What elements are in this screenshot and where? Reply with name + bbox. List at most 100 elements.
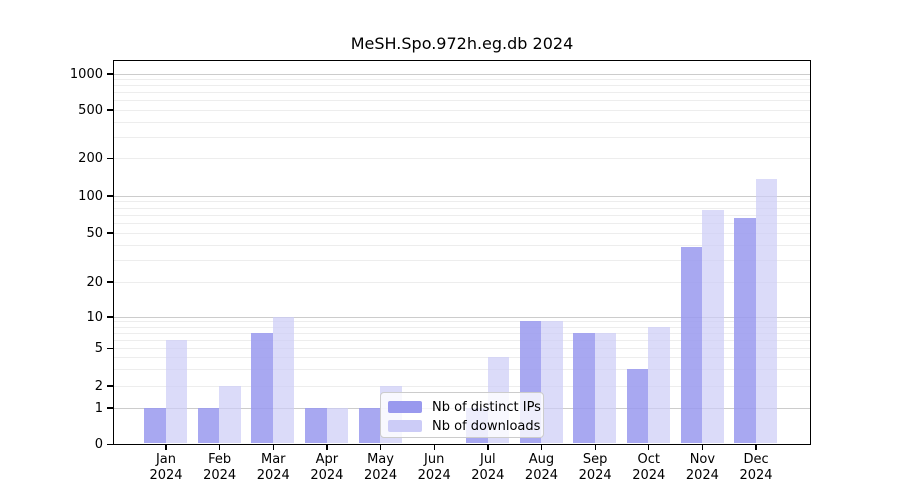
bar-downloads <box>702 209 724 443</box>
gridline-minor <box>114 121 810 123</box>
gridline-minor <box>114 214 810 216</box>
gridline-minor <box>114 357 810 359</box>
gridline-minor <box>114 348 810 350</box>
gridline-minor <box>114 369 810 371</box>
bar-downloads <box>648 326 670 443</box>
chart-title: MeSH.Spo.972h.eg.db 2024 <box>350 34 574 53</box>
gridline-minor <box>114 232 810 234</box>
gridline-major <box>114 195 810 197</box>
x-tick-label: Sep 2024 <box>578 451 612 483</box>
bar-downloads <box>326 407 349 443</box>
x-tick-mark <box>487 444 489 450</box>
legend-swatch-downloads <box>388 420 422 432</box>
bar-downloads <box>755 178 778 443</box>
y-tick-label: 1 <box>94 400 103 416</box>
legend-item-downloads: Nb of downloads <box>388 417 540 435</box>
x-tick-label: Jan 2024 <box>149 451 183 483</box>
gridline-minor <box>114 321 810 323</box>
bar-downloads <box>541 321 563 443</box>
y-tick-mark <box>106 195 113 197</box>
y-tick-mark <box>106 316 113 318</box>
x-tick-mark <box>326 444 328 450</box>
gridline-minor <box>114 385 810 387</box>
gridline-minor <box>114 92 810 94</box>
gridline-minor <box>114 109 810 111</box>
gridline-minor <box>114 339 810 341</box>
bar-downloads <box>594 332 617 443</box>
bar-distinct-ips <box>197 407 220 443</box>
bar-distinct-ips <box>626 369 649 443</box>
gridline-minor <box>114 85 810 87</box>
x-tick-mark <box>648 444 650 450</box>
gridline-minor <box>114 332 810 334</box>
y-tick-label: 20 <box>86 274 103 290</box>
gridline-minor <box>114 158 810 160</box>
bar-distinct-ips <box>305 407 327 443</box>
y-tick-mark <box>106 73 113 75</box>
y-tick-mark <box>106 347 113 350</box>
gridline-minor <box>114 100 810 102</box>
x-tick-mark <box>433 444 435 450</box>
gridline-minor <box>114 244 810 246</box>
x-tick-mark <box>165 444 167 450</box>
bar-distinct-ips <box>251 332 273 443</box>
y-tick-mark <box>106 443 113 446</box>
y-tick-mark <box>106 281 113 283</box>
y-tick-mark <box>106 157 113 160</box>
gridline-major <box>114 73 810 75</box>
x-tick-mark <box>594 444 596 450</box>
bar-distinct-ips <box>144 407 166 443</box>
x-tick-mark <box>701 444 704 450</box>
y-tick-label: 5 <box>94 341 103 356</box>
x-tick-mark <box>219 444 221 450</box>
x-tick-mark <box>540 444 543 450</box>
legend-item-distinct-ips: Nb of distinct IPs <box>388 398 541 416</box>
legend: Nb of distinct IPs Nb of downloads <box>380 392 544 438</box>
bar-distinct-ips <box>358 407 381 443</box>
x-tick-mark <box>379 444 382 450</box>
y-tick-label: 1000 <box>69 66 103 82</box>
y-tick-label: 100 <box>78 188 103 204</box>
x-tick-mark <box>755 444 757 450</box>
bar-distinct-ips <box>680 247 703 443</box>
x-tick-label: Jul 2024 <box>471 451 505 483</box>
y-tick-mark <box>106 232 113 234</box>
x-tick-label: Feb 2024 <box>203 451 237 483</box>
bar-distinct-ips <box>573 332 595 443</box>
bar-downloads <box>219 385 241 443</box>
legend-label-distinct-ips: Nb of distinct IPs <box>432 399 541 415</box>
gridline-minor <box>114 79 810 81</box>
y-tick-label: 2 <box>94 378 103 394</box>
y-tick-label: 0 <box>94 437 103 452</box>
x-tick-label: Aug 2024 <box>524 451 559 483</box>
x-tick-label: May 2024 <box>364 451 398 483</box>
gridline-minor <box>114 136 810 138</box>
x-tick-label: Apr 2024 <box>310 451 344 483</box>
gridline-minor <box>114 207 810 209</box>
y-tick-label: 10 <box>86 309 103 325</box>
gridline-minor <box>114 281 810 283</box>
plot-area <box>113 60 811 445</box>
x-tick-label: Nov 2024 <box>685 451 719 483</box>
x-tick-mark <box>272 444 274 450</box>
y-tick-label: 50 <box>86 225 103 241</box>
y-tick-mark <box>106 407 113 409</box>
y-tick-label: 200 <box>78 151 103 166</box>
x-tick-label: Mar 2024 <box>256 451 290 483</box>
x-tick-label: Dec 2024 <box>739 451 773 483</box>
y-tick-label: 500 <box>78 102 103 118</box>
gridline-major <box>114 316 810 318</box>
bar-downloads <box>165 339 188 443</box>
y-tick-mark <box>106 109 113 111</box>
bar-downloads <box>272 316 295 443</box>
bar-distinct-ips <box>734 217 756 443</box>
x-tick-label: Oct 2024 <box>632 451 666 483</box>
gridline-minor <box>114 260 810 262</box>
gridline-minor <box>114 326 810 328</box>
x-tick-label: Jun 2024 <box>417 451 451 483</box>
gridline-minor <box>114 201 810 203</box>
gridline-minor <box>114 222 810 224</box>
legend-swatch-distinct-ips <box>388 401 422 413</box>
y-tick-mark <box>106 385 113 387</box>
